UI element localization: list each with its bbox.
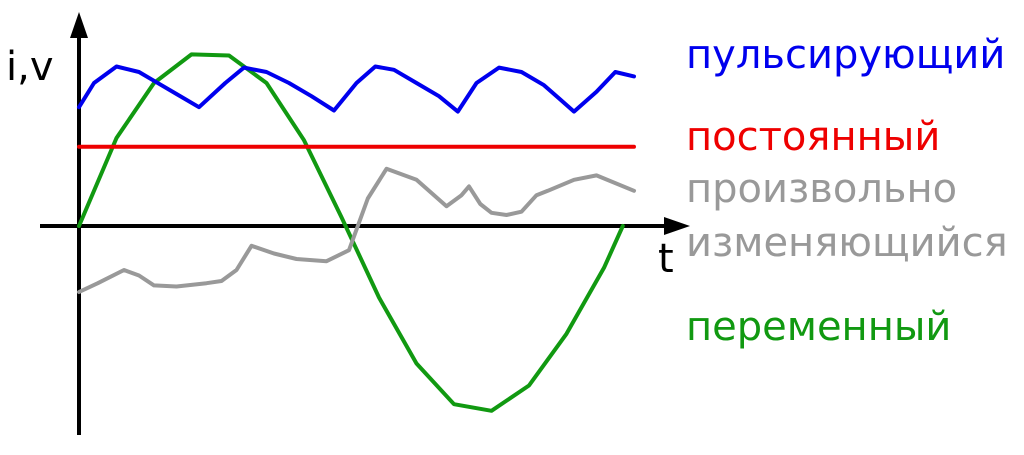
x-axis-arrow-icon: [664, 217, 690, 235]
series-line-0: [77, 64, 636, 114]
legend-label-arbitrary: произвольно изменяющийся: [686, 166, 1008, 266]
series-layer: [77, 52, 636, 413]
legend-label-alternating: переменный: [686, 304, 951, 350]
legend-label-arbitrary-line1: произвольно: [686, 166, 957, 212]
legend-label-constant: постоянный: [686, 114, 940, 160]
y-axis-arrow-icon: [70, 12, 88, 38]
x-axis-label: t: [658, 236, 674, 282]
series-line-2: [77, 166, 636, 294]
legend-label-arbitrary-line2: изменяющийся: [686, 220, 1008, 266]
series-line-3: [77, 52, 625, 413]
legend-label-pulsing: пульсирующий: [686, 32, 1005, 78]
y-axis-label: i,v: [6, 44, 54, 90]
